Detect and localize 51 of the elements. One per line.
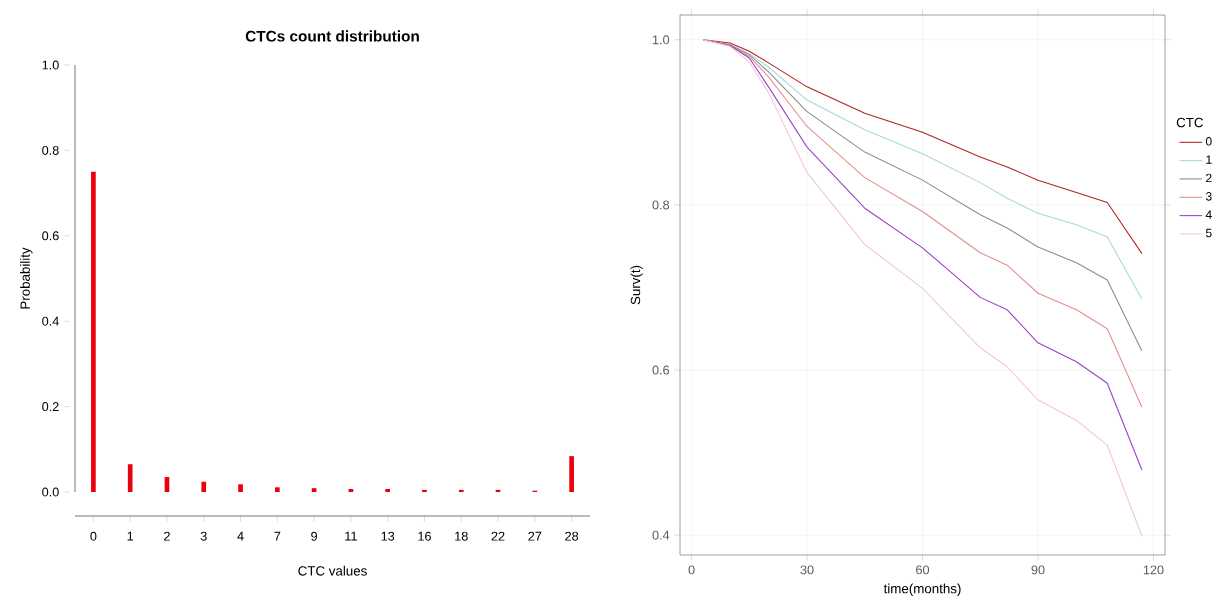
y-axis-title: Probability [20,247,33,309]
y-axis-title: Surv(t) [630,265,643,305]
legend-title: CTC [1176,117,1204,128]
x-tick-label: 2 [164,531,170,541]
x-tick-label: 11 [345,531,357,541]
x-tick-label: 0 [688,565,695,575]
legend-label: 2 [1206,173,1212,183]
x-tick-label: 120 [1143,565,1164,575]
x-tick-label: 13 [381,531,395,541]
bar [422,489,427,492]
bar [274,487,280,492]
legend-label: 5 [1205,228,1212,238]
y-tick-label: 0.6 [652,365,670,375]
legend-label: 3 [1205,192,1212,201]
x-tick-label: 1 [127,531,134,541]
legend-label: 1 [1206,155,1212,164]
bar [385,489,391,492]
y-tick-label: 1.0 [652,35,670,45]
y-tick-label: 0.8 [42,145,59,155]
x-tick-label: 7 [274,531,281,541]
bar [201,481,207,492]
x-tick-label: 4 [237,531,244,541]
legend-label: 4 [1205,210,1212,219]
x-axis-title: CTC values [298,565,367,576]
bar [458,489,464,492]
x-axis-title: time(months) [883,583,961,596]
y-tick-label: 0.4 [42,316,59,326]
x-tick-label: 9 [311,531,318,541]
y-tick-label: 1.0 [42,60,59,70]
x-tick-label: 0 [90,531,97,541]
y-tick-label: 0.0 [42,487,59,497]
bar [91,171,96,492]
y-tick-label: 0.6 [42,231,59,241]
y-tick-label: 0.4 [652,530,670,540]
x-tick-label: 16 [418,531,431,541]
bar [127,464,133,492]
x-tick-label: 28 [565,531,579,541]
y-tick-label: 0.2 [42,402,59,412]
bar [569,456,574,492]
x-tick-label: 60 [916,565,930,575]
x-tick-label: 27 [528,531,542,541]
chart-title: CTCs count distribution [245,30,419,42]
bar [238,484,243,492]
x-tick-label: 90 [1031,565,1045,575]
line-series [702,39,1143,255]
y-tick-label: 0.8 [652,200,670,210]
legend-label: 0 [1205,137,1212,146]
x-tick-label: 30 [800,565,814,575]
x-tick-label: 18 [455,531,468,541]
x-tick-label: 3 [200,531,207,541]
x-tick-label: 22 [491,531,505,541]
